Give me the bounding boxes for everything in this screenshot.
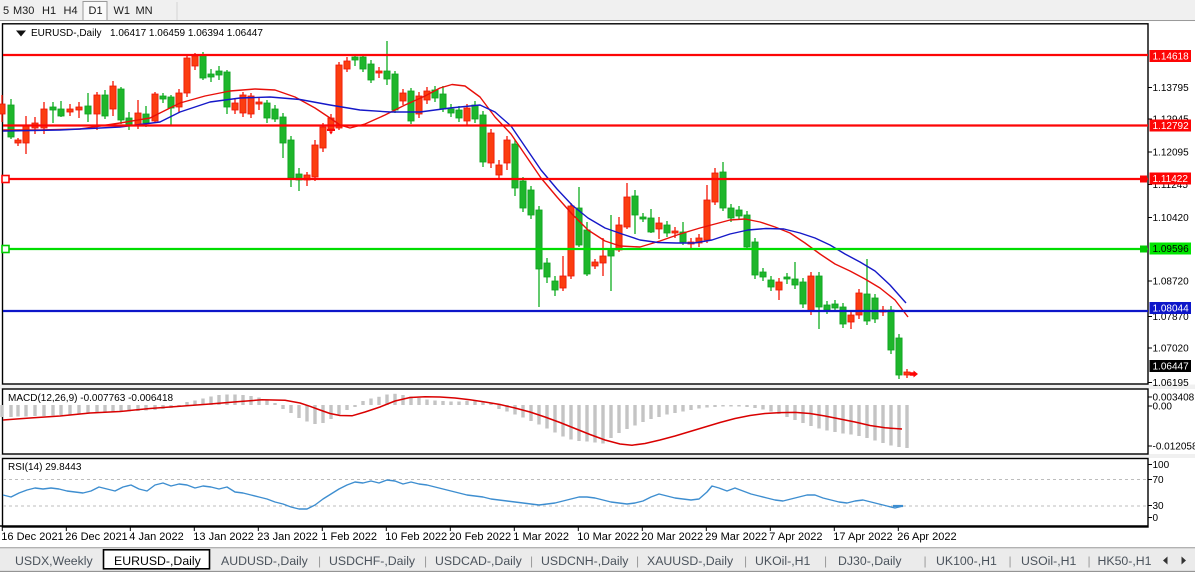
svg-text:|: | (824, 554, 827, 568)
svg-text:|: | (530, 554, 533, 568)
svg-text:|: | (318, 554, 321, 568)
svg-text:100: 100 (1153, 460, 1170, 471)
svg-text:13 Jan 2022: 13 Jan 2022 (193, 531, 254, 543)
svg-text:1.06195: 1.06195 (1153, 378, 1190, 389)
svg-text:1.13795: 1.13795 (1153, 83, 1190, 94)
svg-text:RSI(14) 29.8443: RSI(14) 29.8443 (8, 462, 82, 473)
svg-text:H1: H1 (42, 5, 56, 17)
svg-text:USDCHF-,Daily: USDCHF-,Daily (329, 554, 416, 568)
svg-text:XAUUSD-,Daily: XAUUSD-,Daily (647, 554, 734, 568)
svg-text:MACD(12,26,9) -0.007763 -0.006: MACD(12,26,9) -0.007763 -0.006418 (8, 393, 174, 404)
svg-text:1 Mar 2022: 1 Mar 2022 (513, 531, 569, 543)
svg-text:20 Mar 2022: 20 Mar 2022 (641, 531, 703, 543)
svg-text:0.003408: 0.003408 (1153, 393, 1195, 404)
svg-text:1.09596: 1.09596 (1153, 244, 1190, 255)
svg-text:1.12792: 1.12792 (1153, 121, 1190, 132)
svg-text:29 Mar 2022: 29 Mar 2022 (705, 531, 767, 543)
svg-text:0.00: 0.00 (1153, 402, 1173, 413)
svg-text:UKOil-,H1: UKOil-,H1 (755, 554, 811, 568)
svg-text:MN: MN (136, 5, 153, 17)
svg-text:|: | (1088, 554, 1091, 568)
svg-text:D1: D1 (89, 5, 103, 17)
svg-text:0: 0 (1153, 513, 1159, 524)
svg-text:M30: M30 (13, 5, 34, 17)
svg-text:1.07870: 1.07870 (1153, 312, 1190, 323)
svg-text:1.06417 1.06459 1.06394 1.0644: 1.06417 1.06459 1.06394 1.06447 (110, 28, 263, 39)
svg-text:1.07020: 1.07020 (1153, 344, 1190, 355)
svg-text:USOil-,H1: USOil-,H1 (1021, 554, 1077, 568)
svg-text:USDCAD-,Daily: USDCAD-,Daily (435, 554, 523, 568)
svg-text:1.06447: 1.06447 (1153, 362, 1190, 373)
svg-text:1.12095: 1.12095 (1153, 148, 1190, 159)
svg-text:30: 30 (1153, 501, 1165, 512)
svg-text:1.11422: 1.11422 (1153, 174, 1189, 185)
svg-text:26 Dec 2021: 26 Dec 2021 (65, 531, 127, 543)
svg-text:23 Jan 2022: 23 Jan 2022 (257, 531, 318, 543)
svg-text:EURUSD-,Daily: EURUSD-,Daily (114, 554, 202, 568)
svg-text:4 Jan 2022: 4 Jan 2022 (129, 531, 183, 543)
svg-text:|: | (636, 554, 639, 568)
svg-text:|: | (1009, 554, 1012, 568)
svg-text:|: | (924, 554, 927, 568)
svg-text:H4: H4 (64, 5, 78, 17)
svg-text:1.11245: 1.11245 (1153, 180, 1189, 191)
svg-text:USDCNH-,Daily: USDCNH-,Daily (541, 554, 629, 568)
svg-text:16 Dec 2021: 16 Dec 2021 (1, 531, 63, 543)
svg-text:5: 5 (3, 5, 9, 17)
svg-text:-0.012058: -0.012058 (1153, 442, 1195, 453)
svg-text:|: | (424, 554, 427, 568)
svg-text:10 Feb 2022: 10 Feb 2022 (385, 531, 447, 543)
svg-text:UK100-,H1: UK100-,H1 (936, 554, 997, 568)
svg-text:26 Apr 2022: 26 Apr 2022 (897, 531, 956, 543)
svg-text:17 Apr 2022: 17 Apr 2022 (833, 531, 892, 543)
svg-text:W1: W1 (114, 5, 131, 17)
svg-text:1 Feb 2022: 1 Feb 2022 (321, 531, 377, 543)
svg-text:7 Apr 2022: 7 Apr 2022 (769, 531, 822, 543)
svg-text:1.08044: 1.08044 (1153, 304, 1190, 315)
svg-text:1.08720: 1.08720 (1153, 277, 1190, 288)
svg-text:10 Mar 2022: 10 Mar 2022 (577, 531, 639, 543)
svg-text:AUDUSD-,Daily: AUDUSD-,Daily (221, 554, 309, 568)
svg-text:70: 70 (1153, 475, 1165, 486)
svg-text:HK50-,H1: HK50-,H1 (1098, 554, 1152, 568)
svg-text:|: | (744, 554, 747, 568)
svg-text:DJ30-,Daily: DJ30-,Daily (838, 554, 902, 568)
svg-text:USDX,Weekly: USDX,Weekly (15, 554, 94, 568)
svg-text:20 Feb 2022: 20 Feb 2022 (449, 531, 511, 543)
svg-text:1.10420: 1.10420 (1153, 213, 1190, 224)
svg-text:1.14618: 1.14618 (1153, 52, 1190, 63)
svg-text:EURUSD-,Daily: EURUSD-,Daily (31, 28, 102, 39)
